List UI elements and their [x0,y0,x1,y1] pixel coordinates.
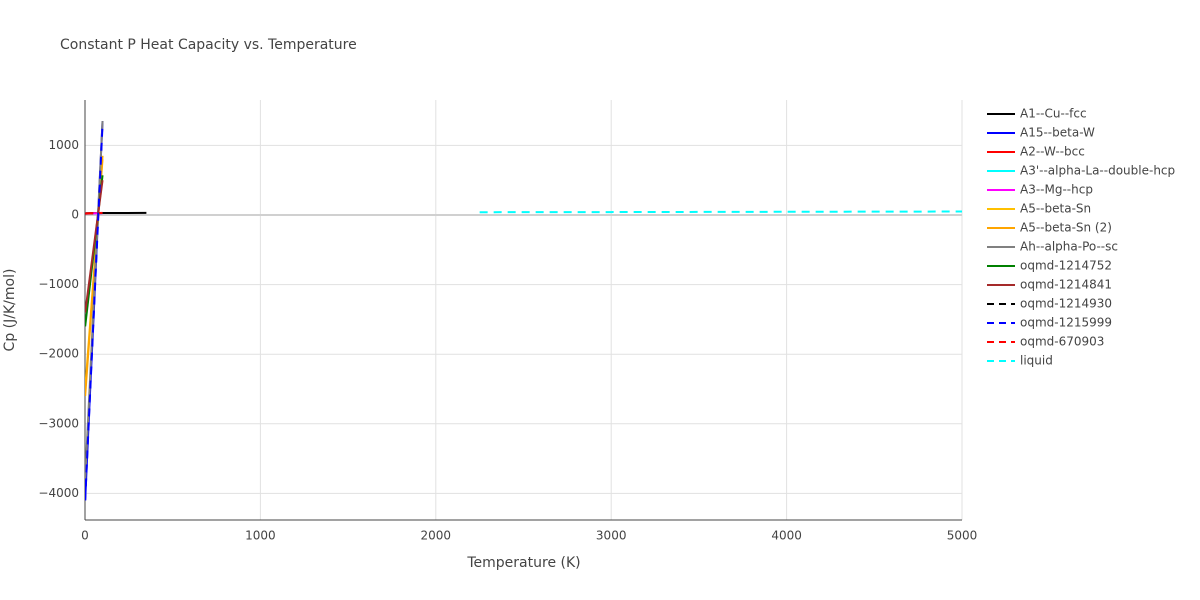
legend-label: oqmd-1214752 [1020,259,1112,273]
y-tick-label: −4000 [38,486,79,500]
x-axis-title: Temperature (K) [466,555,580,571]
y-tick-label: 0 [71,207,79,221]
grid: 0 1000 2000 3000 4000 5000 −4000 −3000 −2000 −100… [38,100,977,543]
x-tick-label: 5000 [947,529,978,543]
legend-label: Ah--alpha-Po--sc [1020,240,1118,254]
series-line [479,210,962,214]
x-tick-label: 2000 [421,529,452,543]
legend-label: liquid [1020,354,1053,368]
legend-label: A2--W--bcc [1020,145,1085,159]
legend: A1--Cu--fcc A15--beta-W A2--W--bcc A3'--alp… [987,107,1175,368]
legend-label: A3--Mg--hcp [1020,183,1093,197]
legend-label: A1--Cu--fcc [1020,107,1087,121]
chart-title: Constant P Heat Capacity vs. Temperature [60,37,357,53]
y-axis-title: Cp (J/K/mol) [2,269,18,352]
series-line [85,124,104,501]
x-tick-label: 0 [81,529,89,543]
y-tick-label: 1000 [48,138,79,152]
plot-area [85,120,962,501]
series-line [85,211,103,215]
legend-label: A5--beta-Sn (2) [1020,221,1112,235]
y-tick-label: −3000 [38,416,79,430]
y-tick-label: −2000 [38,347,79,361]
legend-label: A5--beta-Sn [1020,202,1091,216]
x-tick-label: 4000 [771,529,802,543]
legend-label: oqmd-1214930 [1020,297,1112,311]
x-tick-label: 1000 [245,529,276,543]
legend-label: A15--beta-W [1020,126,1095,140]
x-tick-label: 3000 [596,529,627,543]
legend-label: oqmd-1214841 [1020,278,1112,292]
y-tick-label: −1000 [38,277,79,291]
legend-label: oqmd-1215999 [1020,316,1112,330]
legend-label: oqmd-670903 [1020,335,1104,349]
legend-label: A3'--alpha-La--double-hcp [1020,164,1175,178]
